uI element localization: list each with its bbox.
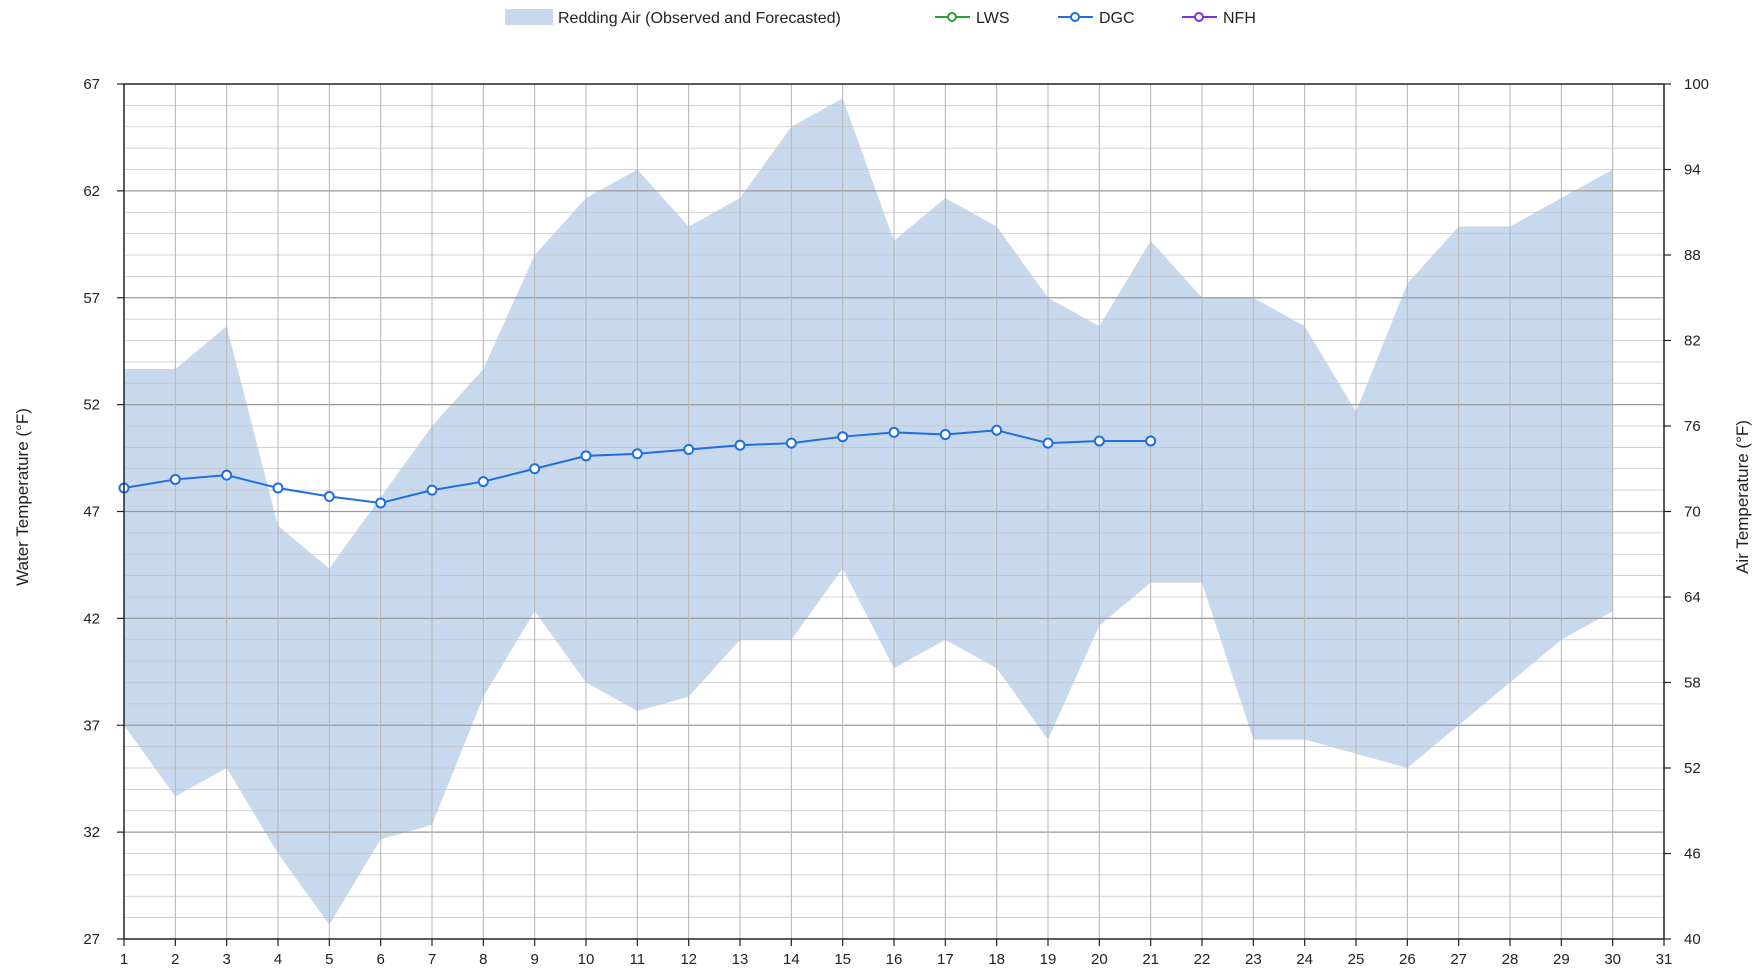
right-tick-label: 64 xyxy=(1684,589,1701,606)
left-tick-label: 57 xyxy=(83,290,100,307)
data-point-dgc xyxy=(272,482,284,494)
x-tick-label: 19 xyxy=(1040,951,1057,968)
x-tick-label: 3 xyxy=(222,951,230,968)
data-point-dgc xyxy=(837,431,849,443)
x-tick-label: 26 xyxy=(1399,951,1416,968)
left-tick-label: 37 xyxy=(83,717,100,734)
left-y-axis: 27 32 37 42 47 52 57 62 67 xyxy=(83,76,124,948)
legend-label-lws: LWS xyxy=(976,10,1009,27)
right-tick-label: 100 xyxy=(1684,76,1709,93)
x-tick-label: 14 xyxy=(783,951,800,968)
x-tick-label: 9 xyxy=(530,951,538,968)
y-axis-title-left: Water Temperature (°F) xyxy=(13,408,32,586)
right-tick-label: 70 xyxy=(1684,504,1701,521)
x-tick-label: 15 xyxy=(834,951,851,968)
x-tick-label: 13 xyxy=(732,951,749,968)
data-point-dgc xyxy=(939,429,951,441)
data-point-dgc xyxy=(221,469,233,481)
right-tick-label: 94 xyxy=(1684,162,1701,179)
x-tick-label: 7 xyxy=(428,951,436,968)
data-point-dgc xyxy=(580,450,592,462)
legend: Redding Air (Observed and Forecasted) LW… xyxy=(505,9,1256,27)
data-point-dgc xyxy=(991,424,1003,436)
legend-label-nfh: NFH xyxy=(1223,10,1256,27)
x-tick-label: 30 xyxy=(1604,951,1621,968)
x-tick-label: 23 xyxy=(1245,951,1262,968)
data-point-dgc xyxy=(631,448,643,460)
x-tick-label: 17 xyxy=(937,951,954,968)
left-tick-label: 67 xyxy=(83,76,100,93)
x-tick-label: 21 xyxy=(1142,951,1159,968)
data-point-dgc xyxy=(426,484,438,496)
y-axis-title-right: Air Temperature (°F) xyxy=(1733,420,1752,574)
legend-marker-nfh xyxy=(1194,12,1204,22)
grid-layer xyxy=(124,84,1664,939)
left-tick-label: 42 xyxy=(83,610,100,627)
legend-marker-dgc xyxy=(1070,12,1080,22)
data-point-dgc xyxy=(785,437,797,449)
x-tick-label: 24 xyxy=(1296,951,1313,968)
right-y-axis: 40 46 52 58 64 70 76 82 88 94 100 xyxy=(1664,76,1709,948)
data-point-dgc xyxy=(477,476,489,488)
x-tick-label: 5 xyxy=(325,951,333,968)
legend-marker-lws xyxy=(947,12,957,22)
data-point-dgc xyxy=(888,426,900,438)
data-point-dgc xyxy=(683,444,695,456)
right-tick-label: 52 xyxy=(1684,760,1701,777)
x-tick-label: 29 xyxy=(1553,951,1570,968)
data-point-dgc xyxy=(375,497,387,509)
x-tick-label: 2 xyxy=(171,951,179,968)
legend-label-redding-air: Redding Air (Observed and Forecasted) xyxy=(558,10,841,27)
right-tick-label: 40 xyxy=(1684,931,1701,948)
data-point-dgc xyxy=(323,491,335,503)
x-tick-label: 18 xyxy=(988,951,1005,968)
x-tick-label: 31 xyxy=(1656,951,1673,968)
x-tick-label: 27 xyxy=(1450,951,1467,968)
right-tick-label: 88 xyxy=(1684,247,1701,264)
data-point-dgc xyxy=(734,439,746,451)
x-tick-label: 10 xyxy=(578,951,595,968)
left-tick-label: 32 xyxy=(83,824,100,841)
x-tick-label: 16 xyxy=(886,951,903,968)
x-tick-label: 4 xyxy=(274,951,282,968)
data-point-dgc xyxy=(1093,435,1105,447)
right-tick-label: 82 xyxy=(1684,333,1701,350)
data-point-dgc xyxy=(529,463,541,475)
data-point-dgc xyxy=(1042,437,1054,449)
right-tick-label: 46 xyxy=(1684,846,1701,863)
x-tick-label: 6 xyxy=(376,951,384,968)
left-tick-label: 47 xyxy=(83,504,100,521)
left-tick-label: 27 xyxy=(83,931,100,948)
legend-swatch-redding-air xyxy=(505,9,553,25)
left-tick-label: 62 xyxy=(83,183,100,200)
data-point-dgc xyxy=(169,473,181,485)
x-tick-label: 28 xyxy=(1502,951,1519,968)
x-tick-label: 1 xyxy=(120,951,128,968)
x-axis: 1 2 3 4 5 6 7 8 9 10 11 12 13 14 15 16 17 18 19 20 21 22 23 24 2… xyxy=(120,939,1673,968)
right-tick-label: 76 xyxy=(1684,418,1701,435)
legend-label-dgc: DGC xyxy=(1099,10,1135,27)
series-layer xyxy=(118,424,1157,509)
right-tick-label: 58 xyxy=(1684,675,1701,692)
data-point-dgc xyxy=(1145,435,1157,447)
x-tick-label: 12 xyxy=(680,951,697,968)
left-tick-label: 52 xyxy=(83,397,100,414)
x-tick-label: 20 xyxy=(1091,951,1108,968)
x-tick-label: 11 xyxy=(630,951,646,968)
x-tick-label: 22 xyxy=(1194,951,1211,968)
x-tick-label: 25 xyxy=(1348,951,1365,968)
x-tick-label: 8 xyxy=(479,951,487,968)
